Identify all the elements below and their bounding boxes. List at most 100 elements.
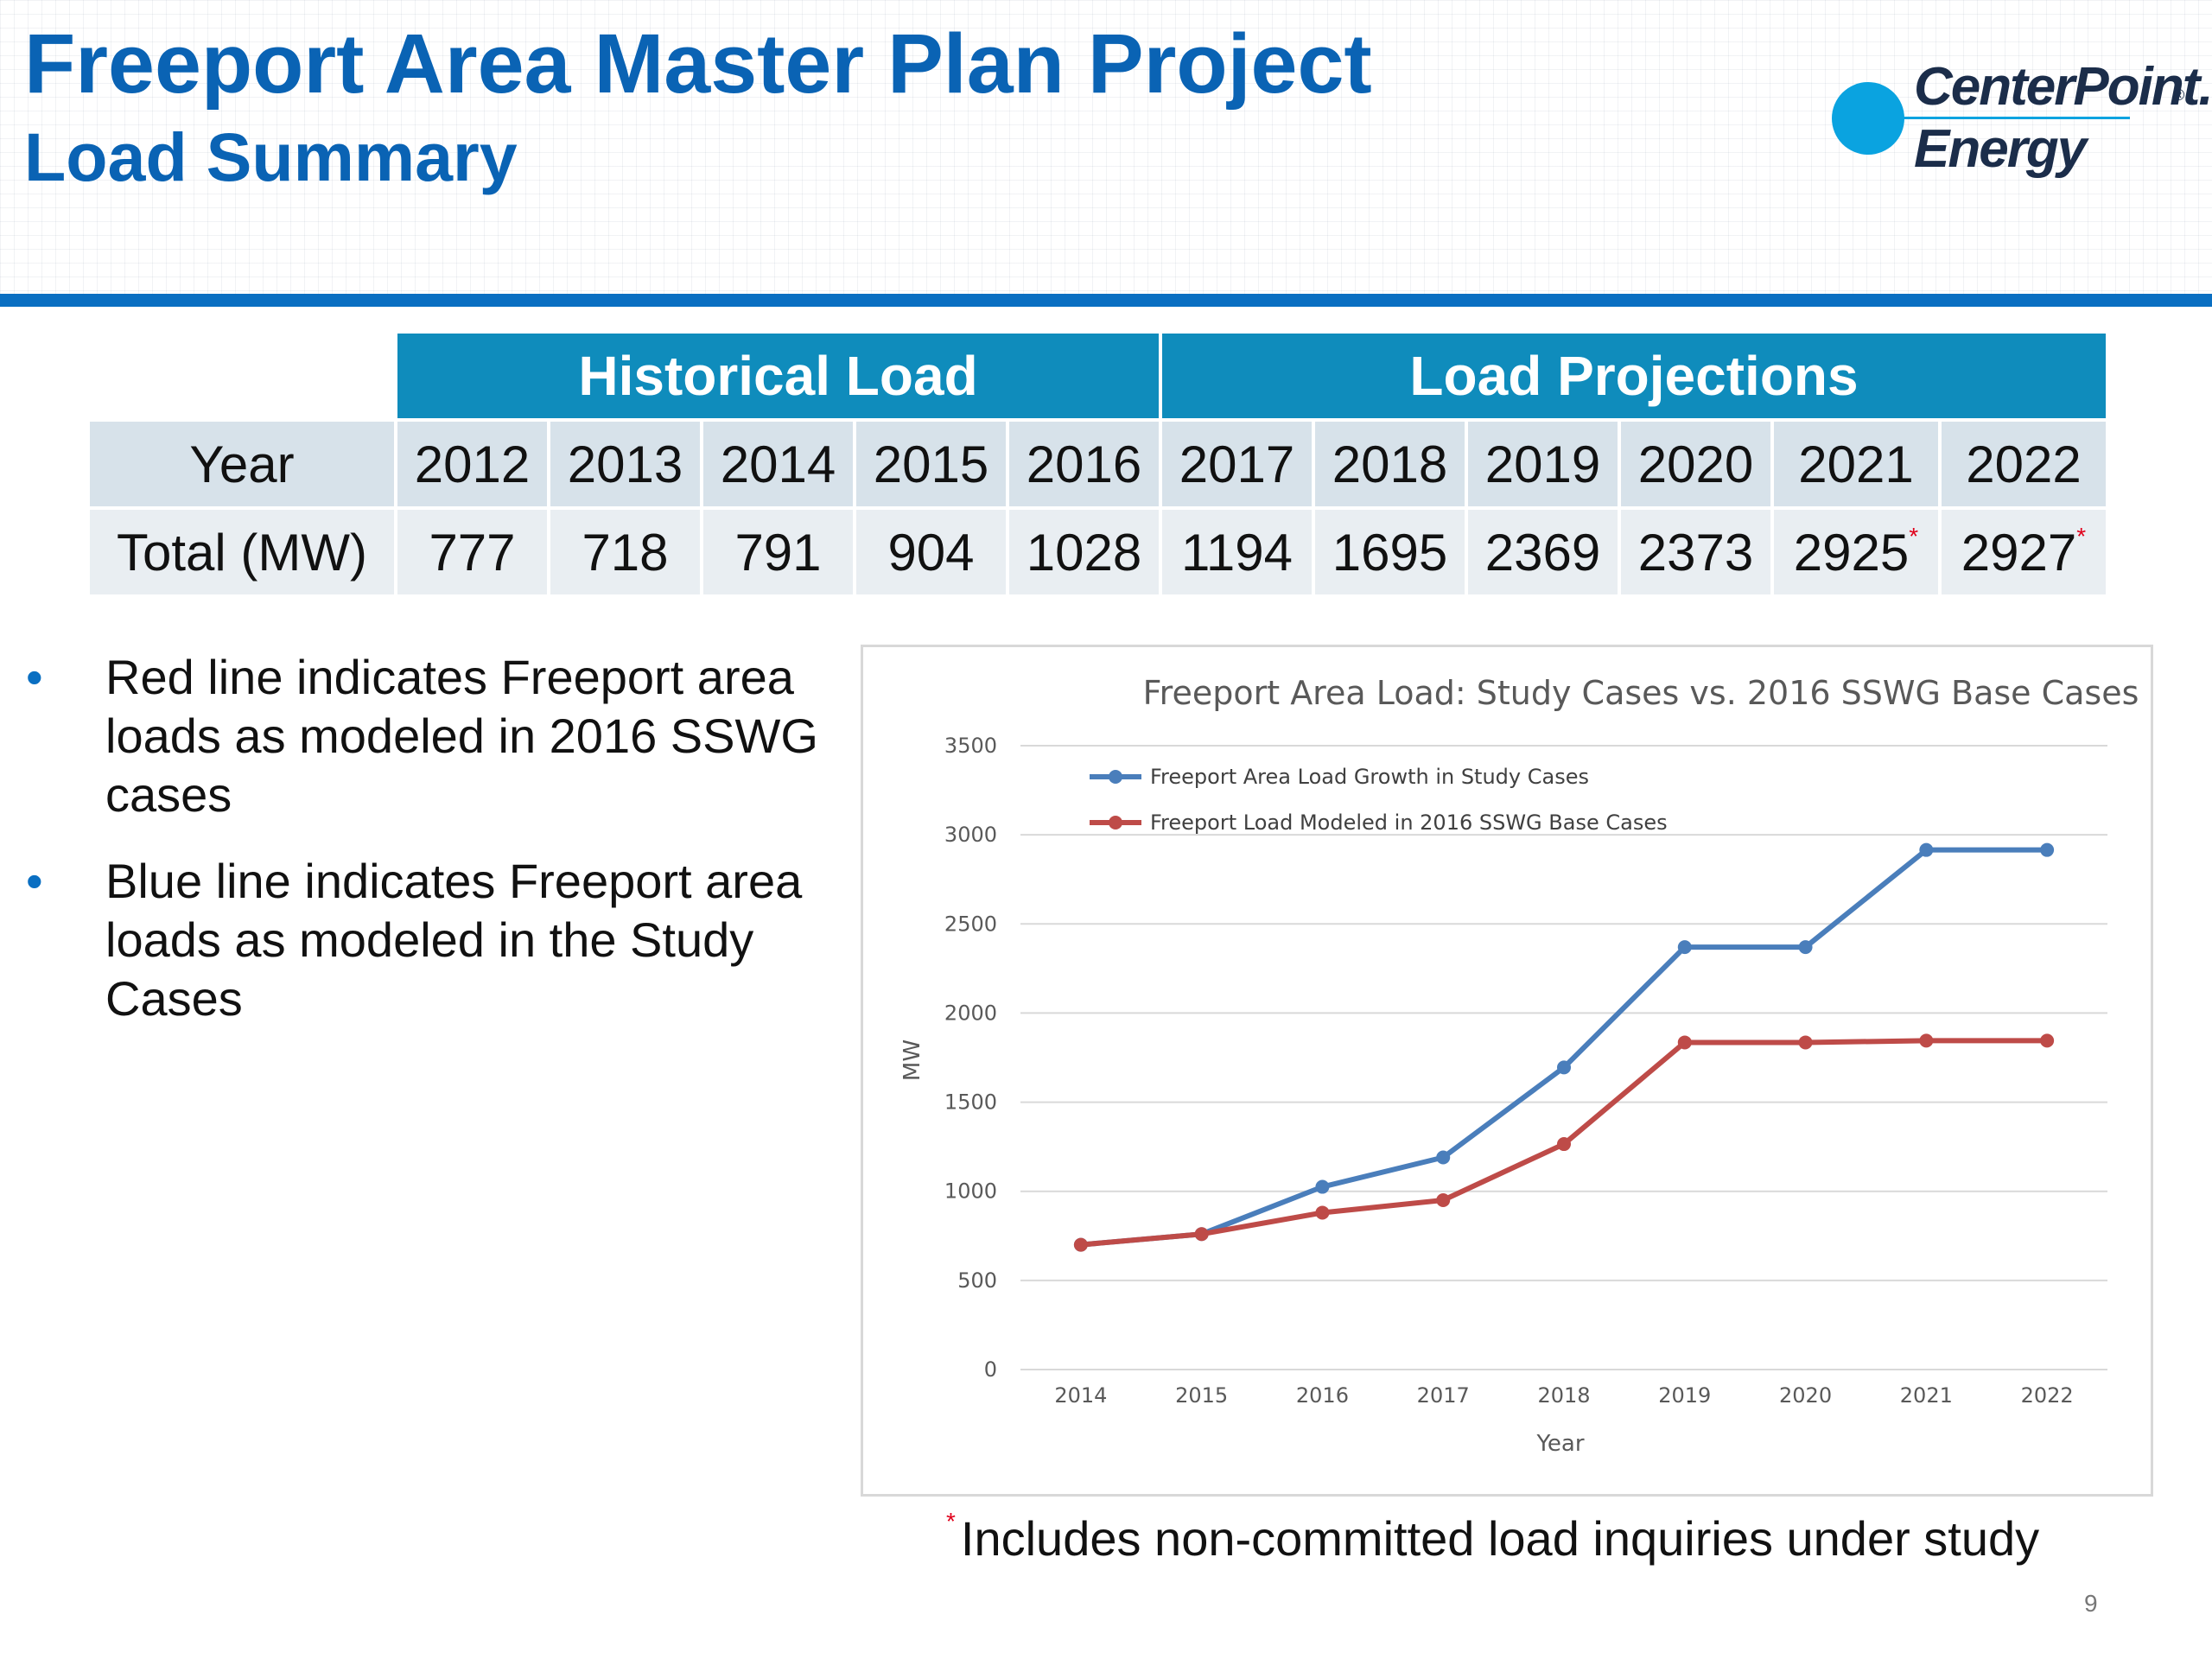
logo-swoosh (1871, 117, 2130, 119)
data-point (1919, 842, 1934, 857)
chart-gridlines (1020, 745, 2107, 1370)
header-background (0, 0, 2212, 294)
load-table: Historical Load Load Projections Year 20… (86, 330, 2109, 598)
table-corner (90, 334, 394, 418)
bullet-dot-icon: • (26, 650, 43, 704)
data-point (1315, 1205, 1330, 1220)
table-cell-total: 777 (397, 510, 547, 594)
data-point (2040, 842, 2055, 857)
page-title: Freeport Area Master Plan Project (24, 16, 1372, 111)
bullet-list: • Red line indicates Freeport area loads… (26, 648, 847, 1056)
table-cell-year: 2016 (1009, 422, 1159, 506)
historical-load-header: Historical Load (397, 334, 1159, 418)
x-tick-label: 2021 (1900, 1383, 1953, 1408)
data-point (2040, 1033, 2055, 1048)
x-tick-label: 2019 (1658, 1383, 1711, 1408)
table-row-year: Year 2012 2013 2014 2015 2016 2017 2018 … (90, 422, 2106, 506)
table-cell-year: 2013 (550, 422, 700, 506)
bullet-item-blue-line: • Blue line indicates Freeport area load… (26, 852, 847, 1028)
series-sswg-base-cases (1073, 1033, 2055, 1252)
total-row-label: Total (MW) (90, 510, 394, 594)
y-tick-label: 500 (957, 1268, 997, 1293)
table-cell-total: 2927* (1942, 510, 2106, 594)
load-chart: Freeport Area Load: Study Cases vs. 2016… (861, 645, 2153, 1497)
data-point (1194, 1227, 1209, 1242)
table-cell-total-value: 2925 (1793, 523, 1910, 582)
x-axis-label: Year (1535, 1431, 1584, 1457)
logo-registered-mark: ® (2173, 86, 2185, 104)
data-point (1919, 1033, 1934, 1048)
bullet-dot-icon: • (26, 854, 43, 908)
table-cell-year: 2012 (397, 422, 547, 506)
legend-label: Freeport Load Modeled in 2016 SSWG Base … (1150, 810, 1668, 835)
table-cell-total: 791 (703, 510, 853, 594)
logo-circle-icon (1832, 82, 1904, 155)
x-tick-label: 2017 (1417, 1383, 1470, 1408)
table-cell-year: 2017 (1162, 422, 1312, 506)
x-tick-label: 2014 (1054, 1383, 1107, 1408)
legend-swatch-marker (1109, 816, 1122, 830)
data-point (1798, 1035, 1813, 1050)
page-number: 9 (2084, 1590, 2098, 1617)
table-cell-total: 1028 (1009, 510, 1159, 594)
x-axis-ticks: 2014 2015 2016 2017 2018 2019 2020 2021 2022 (1054, 1383, 2073, 1408)
x-tick-label: 2020 (1779, 1383, 1832, 1408)
logo-text-centerpoint: CenterPoint. (1914, 57, 2212, 117)
asterisk-marker: * (2076, 522, 2087, 550)
table-cell-year: 2021 (1774, 422, 1938, 506)
chart-title: Freeport Area Load: Study Cases vs. 2016… (1143, 674, 2139, 712)
table-cell-year: 2019 (1468, 422, 1618, 506)
data-point (1436, 1193, 1451, 1208)
table-cell-total: 2925* (1774, 510, 1938, 594)
table-cell-total: 2369 (1468, 510, 1618, 594)
centerpoint-logo: CenterPoint. Energy ® (1823, 48, 2212, 194)
bullet-text: Blue line indicates Freeport area loads … (105, 854, 803, 1026)
y-axis-label: MW (899, 1039, 925, 1081)
y-tick-label: 2000 (944, 1001, 997, 1025)
data-point (1557, 1137, 1571, 1152)
x-tick-label: 2015 (1175, 1383, 1228, 1408)
data-point (1677, 1035, 1692, 1050)
footnote: * Includes non-committed load inquiries u… (946, 1508, 2039, 1567)
chart-series (1073, 842, 2055, 1252)
footnote-asterisk: * (946, 1508, 956, 1535)
y-tick-label: 1500 (944, 1090, 997, 1115)
table-cell-year: 2014 (703, 422, 853, 506)
legend-swatch-marker (1109, 770, 1122, 784)
footnote-text: Includes non-committed load inquiries un… (960, 1511, 2040, 1566)
x-tick-label: 2022 (2021, 1383, 2074, 1408)
table-cell-total: 718 (550, 510, 700, 594)
table-row-total: Total (MW) 777 718 791 904 1028 1194 169… (90, 510, 2106, 594)
chart-legend: Freeport Area Load Growth in Study Cases… (1090, 765, 1668, 835)
y-axis-ticks: 0 500 1000 1500 2000 2500 3000 3500 (944, 734, 997, 1382)
series-line (1080, 847, 2048, 1248)
table-group-header-row: Historical Load Load Projections (90, 334, 2106, 418)
table-cell-year: 2020 (1621, 422, 1770, 506)
data-point (1315, 1179, 1330, 1194)
table-cell-total: 904 (856, 510, 1006, 594)
table-cell-total: 2373 (1621, 510, 1770, 594)
y-tick-label: 2500 (944, 912, 997, 936)
page-subtitle: Load Summary (24, 118, 518, 195)
data-point (1436, 1150, 1451, 1165)
data-point (1798, 940, 1813, 955)
x-tick-label: 2016 (1296, 1383, 1349, 1408)
legend-label: Freeport Area Load Growth in Study Cases (1150, 765, 1589, 789)
logo-text-energy: Energy (1914, 119, 2087, 179)
table-cell-total-value: 2927 (1961, 523, 2077, 582)
series-study-cases (1073, 842, 2055, 1252)
load-projections-header: Load Projections (1162, 334, 2106, 418)
table-cell-year: 2015 (856, 422, 1006, 506)
chart-svg: Freeport Area Load: Study Cases vs. 2016… (899, 674, 2139, 1457)
y-tick-label: 3000 (944, 823, 997, 847)
y-tick-label: 0 (984, 1357, 997, 1382)
year-row-label: Year (90, 422, 394, 506)
y-tick-label: 3500 (944, 734, 997, 758)
asterisk-marker: * (1909, 522, 1919, 550)
data-point (1677, 940, 1692, 955)
table-cell-year: 2018 (1315, 422, 1465, 506)
header-divider (0, 294, 2212, 307)
bullet-text: Red line indicates Freeport area loads a… (105, 650, 818, 822)
bullet-item-red-line: • Red line indicates Freeport area loads… (26, 648, 847, 824)
table-cell-total: 1194 (1162, 510, 1312, 594)
